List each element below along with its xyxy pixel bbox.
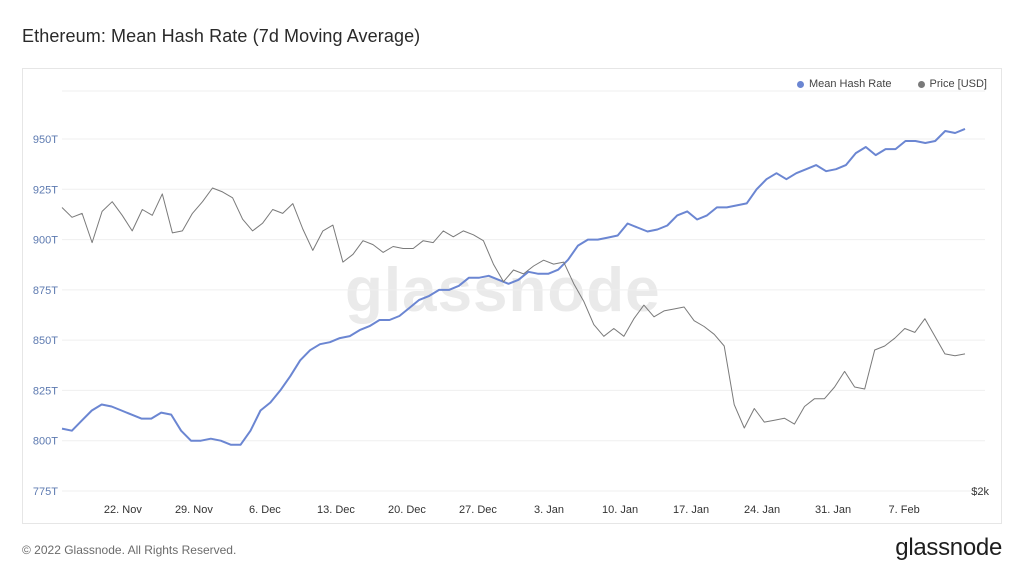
chart-frame <box>22 68 1002 524</box>
y-tick-label: 800T <box>33 436 58 448</box>
y-tick-label: 900T <box>33 235 58 247</box>
x-tick-label: 29. Nov <box>175 504 213 516</box>
x-tick-label: 6. Dec <box>249 504 281 516</box>
y-tick-label: 850T <box>33 335 58 347</box>
watermark-logo: glassnode <box>345 256 661 325</box>
y-tick-label: 875T <box>33 285 58 297</box>
x-tick-label: 7. Feb <box>889 504 920 516</box>
chart-legend: Mean Hash Rate Price [USD] <box>796 78 987 90</box>
x-tick-label: 17. Jan <box>673 504 709 516</box>
legend-price-dot-icon <box>917 80 925 88</box>
x-tick-label: 13. Dec <box>317 504 355 516</box>
series-line-mean-hash-rate <box>61 127 966 446</box>
y-tick-label: 825T <box>33 385 58 397</box>
legend-hash-rate-dot-icon <box>796 80 804 88</box>
legend-item-price[interactable]: Price [USD] <box>917 78 987 90</box>
x-tick-label: 10. Jan <box>602 504 638 516</box>
x-tick-label: 3. Jan <box>534 504 564 516</box>
series-line-price <box>61 187 966 429</box>
x-tick-label: 31. Jan <box>815 504 851 516</box>
legend-item-hash-rate[interactable]: Mean Hash Rate <box>796 78 892 90</box>
footer-copyright: © 2022 Glassnode. All Rights Reserved. <box>22 543 237 557</box>
chart-title: Ethereum: Mean Hash Rate (7d Moving Aver… <box>22 26 421 46</box>
x-tick-label: 20. Dec <box>388 504 426 516</box>
legend-price-label: Price [USD] <box>929 78 987 90</box>
legend-hash-rate-label: Mean Hash Rate <box>808 78 892 90</box>
footer-logo[interactable]: glassnode <box>895 534 1002 561</box>
x-tick-label: 22. Nov <box>104 504 142 516</box>
x-tick-label: 27. Dec <box>459 504 497 516</box>
x-tick-label: 24. Jan <box>744 504 780 516</box>
right-axis-label: $2k <box>971 486 989 498</box>
y-tick-label: 925T <box>33 184 58 196</box>
y-tick-label: 775T <box>33 486 58 498</box>
y-tick-label: 950T <box>33 134 58 146</box>
